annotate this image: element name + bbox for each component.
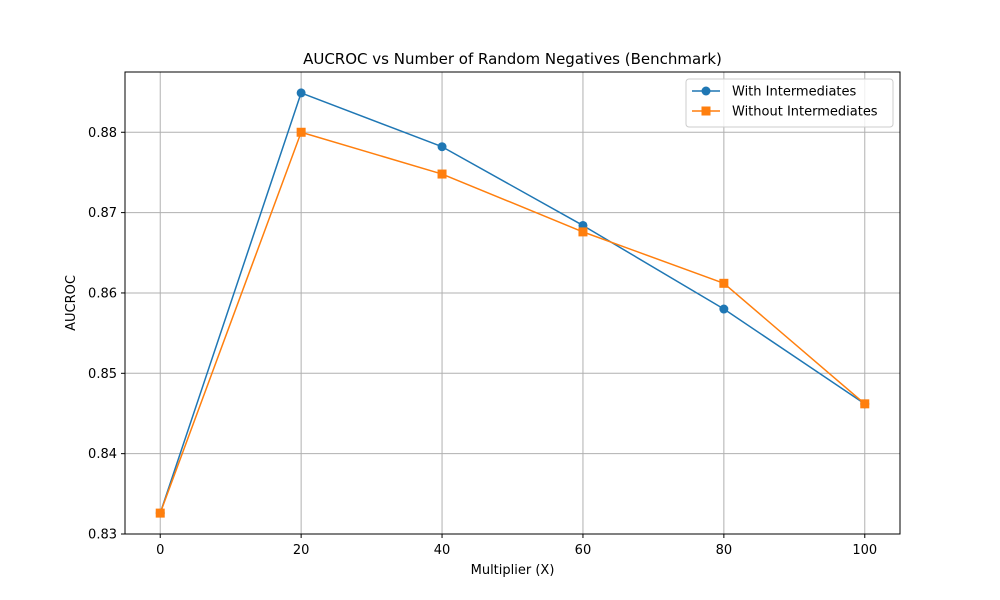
y-tick-label: 0.83 xyxy=(88,528,117,543)
y-axis-label: AUCROC xyxy=(64,275,79,331)
tick-layer: 0 20 40 60 80 100 0.83 0.84 0.85 0.86 0.87 0.88 xyxy=(88,126,877,558)
data-point-without-intermediates xyxy=(860,399,870,409)
series-line-without-intermediates xyxy=(159,131,866,514)
x-tick-label: 20 xyxy=(293,543,310,558)
y-tick-label: 0.88 xyxy=(88,126,117,141)
data-point-without-intermediates xyxy=(155,508,165,518)
y-tick-label: 0.87 xyxy=(88,206,117,221)
y-tick-label: 0.84 xyxy=(88,447,117,462)
chart-title: AUCROC vs Number of Random Negatives (Be… xyxy=(303,50,722,68)
x-tick-label: 40 xyxy=(434,543,451,558)
x-tick-label: 0 xyxy=(156,543,164,558)
x-tick-label: 80 xyxy=(716,543,733,558)
data-point-with-intermediates xyxy=(719,304,729,314)
legend-box xyxy=(685,78,894,128)
data-point-with-intermediates xyxy=(296,88,306,98)
data-point-with-intermediates xyxy=(437,142,447,152)
grid-layer xyxy=(125,72,900,535)
data-point-without-intermediates xyxy=(719,278,729,288)
legend: With Intermediates Without Intermediates xyxy=(685,78,894,128)
x-tick-label: 60 xyxy=(575,543,592,558)
legend-marker-without-intermediates xyxy=(701,106,711,116)
x-tick-label: 100 xyxy=(852,543,877,558)
legend-label-with-intermediates: With Intermediates xyxy=(732,85,857,100)
plot-frame xyxy=(124,71,901,535)
data-point-without-intermediates xyxy=(578,227,588,237)
x-axis-label: Multiplier (X) xyxy=(471,563,555,578)
data-point-without-intermediates xyxy=(296,127,306,137)
series-layer xyxy=(155,88,870,518)
series-line-with-intermediates xyxy=(159,92,866,514)
y-tick-label: 0.85 xyxy=(88,367,117,382)
data-point-without-intermediates xyxy=(437,169,447,179)
legend-label-without-intermediates: Without Intermediates xyxy=(732,105,878,120)
y-tick-label: 0.86 xyxy=(88,286,117,301)
legend-marker-with-intermediates xyxy=(701,86,711,96)
